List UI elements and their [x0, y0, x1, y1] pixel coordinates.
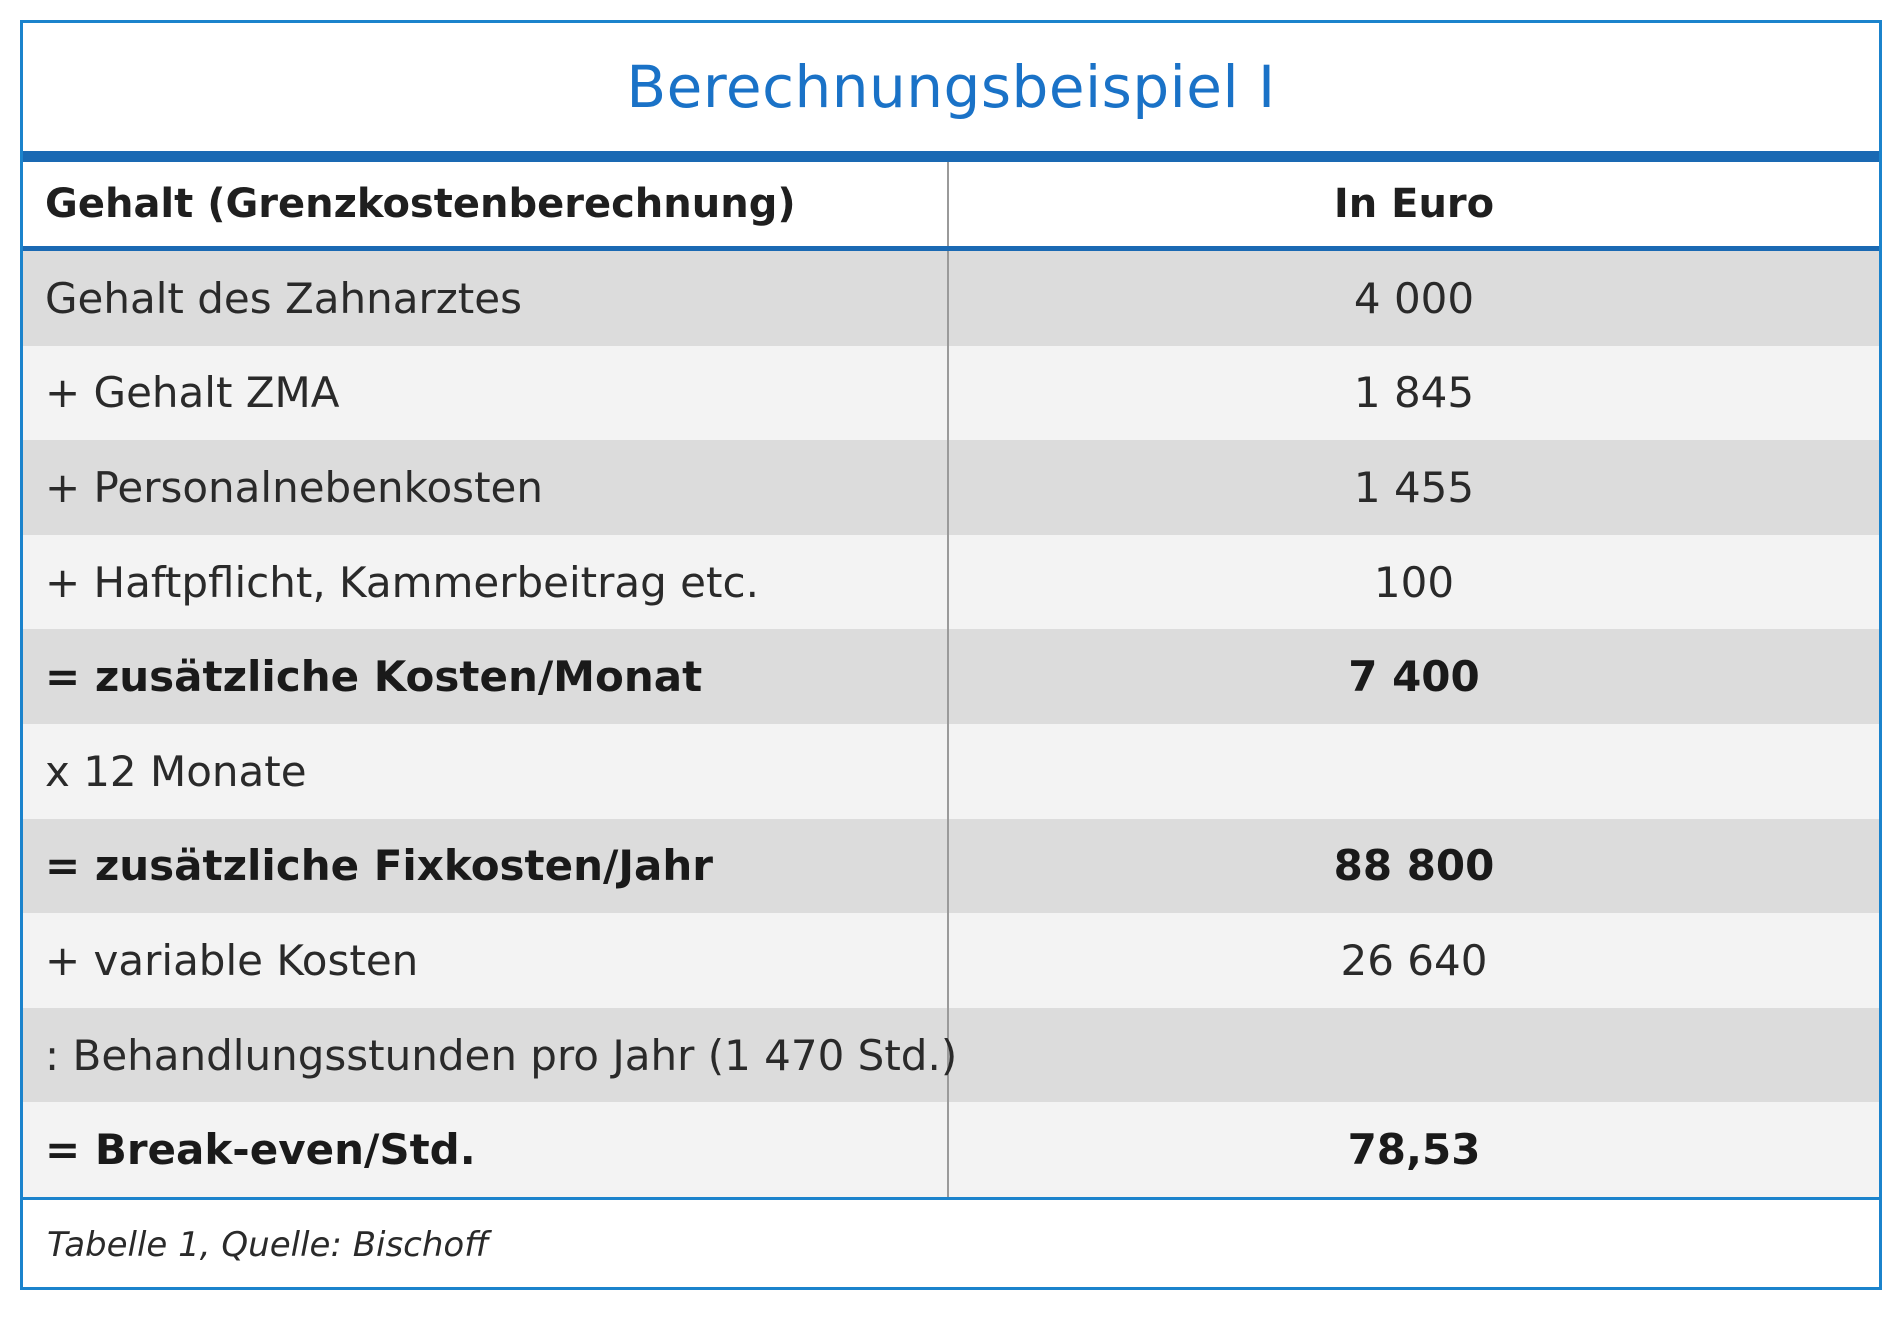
row-value: 88 800	[1333, 841, 1495, 891]
table-frame: Berechnungsbeispiel I Gehalt (Grenzkoste…	[20, 20, 1882, 1290]
table-row: + Haftpflicht, Kammerbeitrag etc. 100	[23, 534, 1879, 630]
row-label: x 12 Monate	[23, 723, 949, 819]
table-row-subtotal: = zusätzliche Fixkosten/Jahr 88 800	[23, 818, 1879, 914]
row-value: 4 000	[1353, 273, 1475, 323]
table-row: : Behandlungsstunden pro Jahr (1 470 Std…	[23, 1007, 1879, 1103]
table-header: Gehalt (Grenzkostenberechnung) In Euro	[23, 162, 1879, 246]
footer-divider	[23, 1196, 1879, 1200]
row-label: Gehalt des Zahnarztes	[23, 251, 949, 346]
row-label: : Behandlungsstunden pro Jahr (1 470 Std…	[23, 1007, 957, 1103]
header-value-column: In Euro	[1333, 181, 1495, 227]
header-divider	[23, 246, 1879, 251]
row-label: + Gehalt ZMA	[23, 345, 949, 441]
row-value: 26 640	[1340, 935, 1488, 985]
row-label: + variable Kosten	[23, 913, 949, 1008]
row-value: 1 845	[1353, 368, 1475, 418]
row-label: = Break-even/Std.	[23, 1102, 949, 1197]
title-divider	[23, 151, 1879, 162]
table-row: + Gehalt ZMA 1 845	[23, 345, 1879, 441]
table-title: Berechnungsbeispiel I	[626, 53, 1276, 121]
table-row: + variable Kosten 26 640	[23, 913, 1879, 1008]
table-body: Gehalt des Zahnarztes 4 000 + Gehalt ZMA…	[23, 251, 1879, 1197]
header-label-column: Gehalt (Grenzkostenberechnung)	[23, 162, 949, 246]
row-label: + Haftpflicht, Kammerbeitrag etc.	[23, 534, 949, 630]
row-label: + Personalnebenkosten	[23, 440, 949, 535]
row-value: 78,53	[1347, 1125, 1481, 1175]
row-value: 100	[1373, 557, 1455, 607]
table-row: + Personalnebenkosten 1 455	[23, 440, 1879, 535]
table-row-total: = Break-even/Std. 78,53	[23, 1102, 1879, 1197]
row-value	[949, 1008, 1879, 1103]
row-label: = zusätzliche Kosten/Monat	[23, 629, 949, 724]
table-row-subtotal: = zusätzliche Kosten/Monat 7 400	[23, 629, 1879, 724]
table-caption: Tabelle 1, Quelle: Bischoff	[47, 1224, 489, 1265]
row-value: 7 400	[1348, 652, 1480, 702]
row-value	[949, 724, 1879, 819]
row-label: = zusätzliche Fixkosten/Jahr	[23, 818, 949, 914]
table-row: Gehalt des Zahnarztes 4 000	[23, 251, 1879, 346]
row-value: 1 455	[1353, 462, 1475, 512]
table-row: x 12 Monate	[23, 723, 1879, 819]
